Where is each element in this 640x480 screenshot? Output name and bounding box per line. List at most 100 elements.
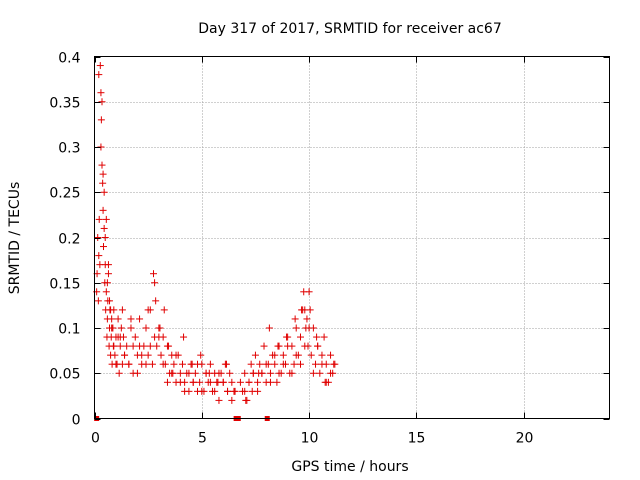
data-point	[129, 342, 137, 350]
data-point	[222, 360, 230, 368]
data-point	[288, 369, 296, 377]
data-point	[254, 378, 262, 386]
data-point	[136, 315, 144, 323]
data-point	[292, 324, 300, 332]
data-point	[115, 369, 123, 377]
data-point	[150, 270, 158, 278]
data-point	[271, 351, 279, 359]
data-point	[273, 378, 281, 386]
data-point	[283, 333, 291, 341]
data-point	[205, 369, 213, 377]
data-point	[242, 396, 250, 404]
data-point	[110, 342, 118, 350]
data-point	[99, 170, 107, 178]
data-point	[236, 378, 244, 386]
data-point	[228, 378, 236, 386]
data-point	[196, 378, 204, 386]
data-point	[245, 378, 253, 386]
data-point	[176, 369, 184, 377]
data-point	[181, 387, 189, 395]
data-point	[297, 333, 304, 341]
data-point	[106, 297, 114, 305]
data-point	[148, 360, 156, 368]
data-point	[104, 261, 112, 269]
data-point	[136, 342, 144, 350]
data-point	[262, 360, 270, 368]
data-point	[111, 351, 119, 359]
data-point	[314, 342, 322, 350]
x-tick-label: 20	[516, 431, 534, 447]
data-point	[256, 360, 264, 368]
data-point	[321, 378, 329, 386]
axis-ticks: 0 5 10 15 20 0 0.05 0.1 0.15 0.2 0.25 0.3 0.35 0.4	[49, 51, 610, 447]
y-tick-label: 0.05	[49, 367, 80, 383]
data-point	[133, 369, 141, 377]
data-point	[176, 378, 184, 386]
data-point	[160, 306, 168, 314]
data-point	[197, 351, 205, 359]
data-point	[100, 224, 108, 232]
x-tick-label: 15	[408, 431, 426, 447]
data-point	[189, 378, 197, 386]
data-point	[327, 369, 335, 377]
y-tick-label: 0.4	[58, 51, 80, 67]
data-point	[95, 252, 103, 260]
data-point	[215, 396, 223, 404]
data-point	[121, 351, 129, 359]
y-tick-label: 0.3	[58, 141, 80, 157]
data-point	[275, 369, 283, 377]
data-points	[93, 62, 339, 404]
data-point	[153, 342, 161, 350]
data-point	[151, 279, 159, 287]
data-point	[94, 234, 102, 241]
data-point	[271, 360, 279, 368]
data-point	[291, 315, 299, 323]
data-point	[116, 342, 124, 350]
data-point	[302, 324, 310, 332]
data-point	[251, 351, 259, 359]
data-point	[97, 89, 105, 97]
data-point	[142, 324, 150, 332]
data-point	[313, 333, 321, 341]
data-point	[117, 324, 125, 332]
data-point	[108, 315, 116, 323]
data-point	[206, 360, 214, 368]
data-point	[155, 333, 163, 341]
data-point	[255, 369, 263, 377]
data-point	[247, 360, 255, 368]
data-point	[214, 378, 222, 386]
data-point	[309, 369, 317, 377]
data-point	[170, 360, 178, 368]
data-point	[125, 360, 133, 368]
data-point	[279, 351, 287, 359]
data-point	[112, 360, 120, 368]
data-point	[316, 369, 324, 377]
data-point	[98, 161, 106, 169]
data-point	[144, 351, 152, 359]
data-point	[107, 306, 115, 314]
data-point	[178, 360, 186, 368]
data-point	[185, 369, 193, 377]
data-point	[292, 351, 300, 359]
data-point	[318, 351, 326, 359]
data-point	[304, 342, 312, 350]
data-point	[231, 387, 239, 395]
data-point	[224, 387, 232, 395]
y-tick-label: 0.1	[58, 322, 80, 338]
data-point	[103, 279, 111, 287]
data-point	[127, 315, 135, 323]
data-point	[241, 387, 249, 395]
y-tick-label: 0.25	[49, 186, 80, 202]
data-point	[101, 234, 109, 241]
data-point	[330, 360, 338, 368]
data-point	[144, 306, 152, 314]
data-point	[266, 369, 274, 377]
data-point	[99, 179, 107, 187]
data-point	[169, 369, 177, 377]
data-point	[241, 369, 249, 377]
y-tick-label: 0.35	[49, 96, 80, 112]
data-point	[102, 215, 110, 223]
data-point	[274, 342, 282, 350]
data-point	[95, 215, 103, 223]
data-point	[138, 351, 146, 359]
